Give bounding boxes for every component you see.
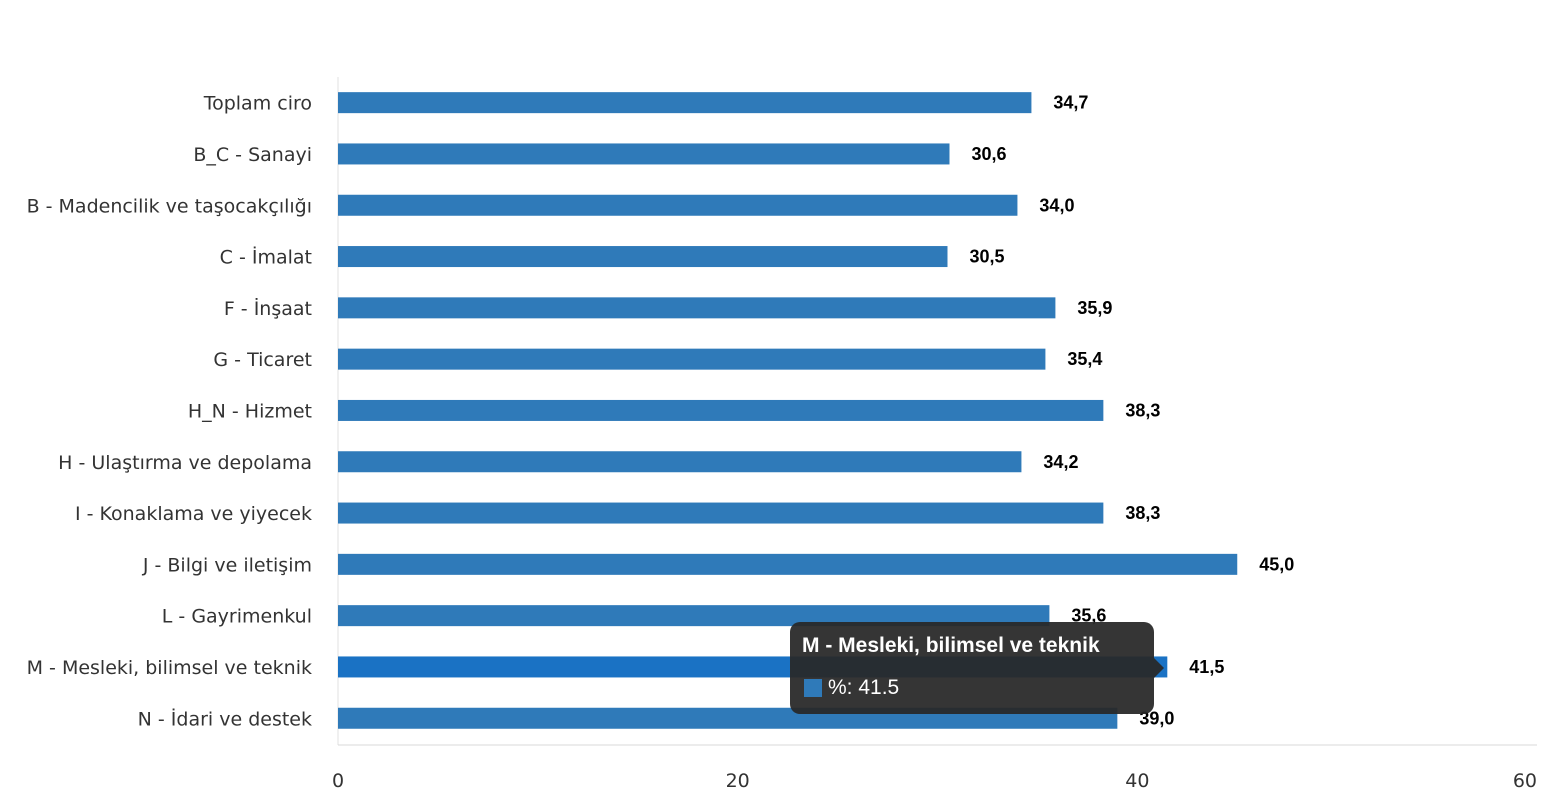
bar[interactable] (338, 297, 1056, 319)
category-label: B_C - Sanayi (193, 144, 312, 166)
category-label: N - İdari ve destek (138, 707, 312, 730)
bar[interactable] (338, 143, 950, 165)
data-label: 35,9 (1077, 298, 1112, 318)
data-label: 30,5 (969, 247, 1004, 267)
category-label: M - Mesleki, bilimsel ve teknik (27, 657, 312, 679)
bar[interactable] (338, 246, 948, 268)
category-label: Toplam ciro (203, 93, 312, 115)
category-label: F - İnşaat (224, 297, 312, 320)
tooltip-series-swatch (804, 679, 822, 697)
tooltip-row: %: 41.5 (804, 676, 899, 700)
value-labels: 34,7 30,6 34,0 30,5 35,9 35,4 38,3 34,2 38,3 45,0… (969, 93, 1294, 729)
data-label: 35,6 (1071, 606, 1106, 626)
tooltip-value: %: 41.5 (828, 676, 900, 699)
data-label: 34,0 (1039, 195, 1074, 215)
category-label: I - Konaklama ve yiyecek (75, 503, 312, 525)
data-label: 38,3 (1125, 503, 1160, 523)
bar[interactable] (338, 348, 1046, 370)
category-label: G - Ticaret (213, 349, 312, 371)
category-label: J - Bilgi ve iletişim (142, 554, 312, 576)
bar[interactable] (338, 92, 1032, 114)
bar[interactable] (338, 451, 1022, 473)
x-tick-label: 20 (726, 770, 750, 792)
data-label: 30,6 (971, 144, 1006, 164)
bar[interactable] (338, 194, 1018, 216)
category-label: C - İmalat (220, 246, 312, 269)
data-label: 35,4 (1067, 349, 1102, 369)
bar[interactable] (338, 605, 1050, 627)
category-label: L - Gayrimenkul (162, 606, 312, 628)
data-label: 34,7 (1053, 93, 1088, 113)
tooltip-arrow (1154, 658, 1164, 678)
x-tick-label: 0 (332, 770, 344, 792)
data-label: 38,3 (1125, 400, 1160, 420)
tooltip-title: M - Mesleki, bilimsel ve teknik (802, 634, 1100, 657)
category-label: H_N - Hizmet (188, 400, 312, 422)
data-label: 34,2 (1043, 452, 1078, 472)
data-label: 39,0 (1139, 708, 1174, 728)
x-tick-label: 40 (1125, 770, 1149, 792)
tooltip: M - Mesleki, bilimsel ve teknik %: 41.5 (790, 622, 1164, 714)
data-label: 45,0 (1259, 554, 1294, 574)
category-labels: Toplam ciro B_C - Sanayi B - Madencilik ve… (27, 93, 312, 731)
bar[interactable] (338, 399, 1104, 421)
category-label: H - Ulaştırma ve depolama (58, 452, 312, 474)
category-label: B - Madencilik ve taşocakçılığı (27, 195, 312, 217)
bar[interactable] (338, 502, 1104, 524)
data-label: 41,5 (1189, 657, 1224, 677)
x-axis-ticks: 0 20 40 60 (332, 770, 1537, 792)
x-tick-label: 60 (1513, 770, 1537, 792)
bar[interactable] (338, 553, 1238, 575)
